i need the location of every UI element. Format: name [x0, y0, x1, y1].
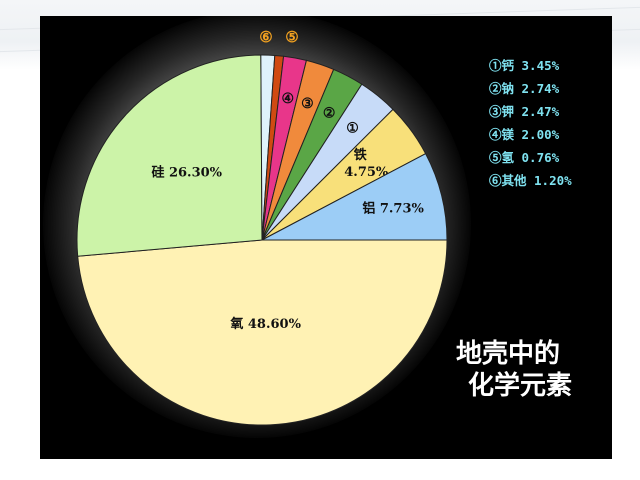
chart-title-line-2: 化学元素 [468, 371, 573, 401]
legend-item-potassium: ③钾 2.47% [489, 104, 560, 119]
legend-item-sodium: ②钠 2.74% [489, 81, 560, 96]
legend-item-magnesium: ④镁 2.00% [489, 127, 560, 142]
pie-slice-oxygen [77, 239, 448, 426]
top-marker-hydrogen: ⑤ [285, 28, 298, 46]
pie-label-oxygen: 氧 48.60% [229, 316, 301, 332]
pie-marker-magnesium: ④ [282, 91, 295, 107]
chart-title-line-1: 地壳中的 [456, 339, 561, 369]
pie-label-iron-line-1: 铁 [353, 147, 367, 163]
chart-title: 地壳中的 化学元素 [456, 338, 606, 402]
pie-marker-calcium: ① [346, 121, 359, 137]
pie-label-silicon: 硅 26.30% [151, 165, 222, 181]
pie-slice-silicon [76, 54, 263, 257]
legend-item-calcium: ①钙 3.45% [489, 58, 560, 73]
pie-slice-aluminum [261, 152, 448, 241]
pie-label-aluminum: 铝 7.73% [362, 201, 424, 217]
legend: ①钙 3.45% ②钠 2.74% ③钾 2.47% ④镁 2.00% ⑤氢 0… [489, 54, 609, 192]
top-marker-other: ⑥ [259, 28, 272, 46]
pie-marker-sodium: ② [323, 105, 336, 121]
legend-item-hydrogen: ⑤氢 0.76% [489, 150, 560, 165]
legend-item-other: ⑥其他 1.20% [489, 173, 572, 188]
pie-marker-potassium: ③ [301, 96, 314, 112]
pie-label-iron-line-2: 4.75% [344, 165, 389, 180]
pie-chart: 氧 48.60% 硅 26.30% ④ ③②① 铁 4.75% 铝 7.73% ⑥ ⑤ [76, 28, 448, 426]
